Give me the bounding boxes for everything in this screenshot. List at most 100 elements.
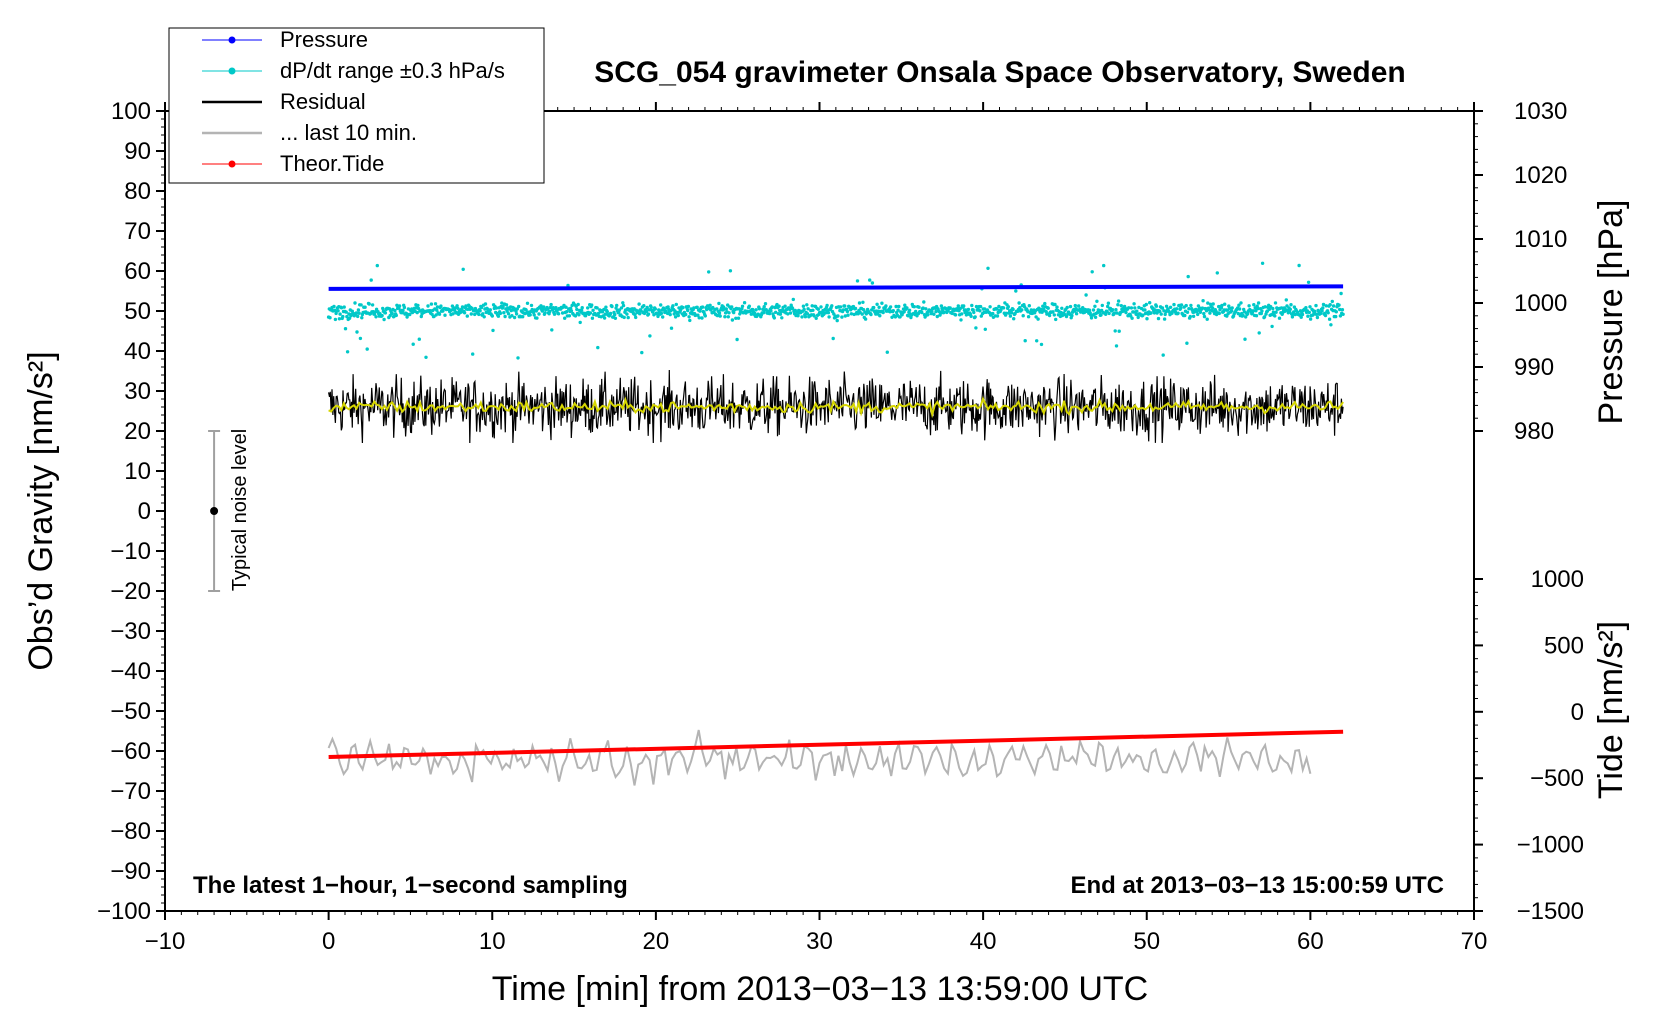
dpdt-point: [1039, 342, 1044, 347]
dpdt-point: [723, 315, 727, 319]
dpdt-point: [1252, 303, 1256, 307]
dpdt-point: [891, 309, 895, 313]
y-tick-label: 70: [124, 218, 151, 245]
dpdt-point: [1084, 293, 1088, 297]
dpdt-point: [1117, 329, 1121, 333]
dpdt-point: [843, 314, 847, 318]
dpdt-point: [464, 304, 468, 308]
dpdt-point: [1188, 314, 1193, 319]
dpdt-point: [1324, 304, 1328, 308]
dpdt-point: [1338, 314, 1343, 318]
dpdt-point: [1207, 308, 1211, 312]
dpdt-point: [556, 312, 561, 316]
dpdt-point: [1185, 341, 1189, 345]
dpdt-point: [753, 311, 757, 315]
dpdt-point: [1200, 306, 1205, 310]
dpdt-point: [772, 316, 776, 320]
dpdt-point: [1246, 311, 1250, 316]
dpdt-point: [626, 315, 630, 320]
dpdt-point: [471, 352, 475, 356]
dpdt-point: [1320, 309, 1324, 313]
y-tick-label: −20: [110, 578, 151, 605]
dpdt-point: [503, 314, 507, 319]
dpdt-point: [863, 317, 868, 321]
pressure-tick-label: 980: [1514, 418, 1554, 445]
dpdt-point: [393, 308, 397, 313]
dpdt-point: [488, 308, 492, 312]
dpdt-point: [1035, 339, 1039, 343]
dpdt-point: [1198, 310, 1203, 314]
dpdt-point: [1149, 311, 1153, 315]
dpdt-point: [1052, 313, 1057, 317]
dpdt-point: [516, 356, 520, 360]
x-tick-label: 20: [643, 928, 670, 955]
dpdt-point: [1046, 306, 1050, 310]
dpdt-point: [860, 312, 864, 316]
dpdt-point: [417, 337, 421, 341]
dpdt-point: [336, 309, 340, 313]
dpdt-point: [1334, 314, 1338, 319]
dpdt-point: [684, 312, 688, 317]
dpdt-point: [1338, 307, 1342, 312]
dpdt-point: [922, 300, 926, 304]
dpdt-point: [1273, 301, 1278, 305]
dpdt-point: [788, 311, 793, 315]
dpdt-point: [554, 306, 558, 310]
smoothed-residual-line: [328, 396, 1344, 419]
dpdt-point: [972, 310, 976, 315]
dpdt-point: [1179, 303, 1184, 307]
dpdt-point: [1237, 303, 1241, 307]
dpdt-point: [703, 314, 707, 318]
dpdt-point: [1288, 307, 1293, 311]
dpdt-point: [1006, 305, 1010, 309]
dpdt-point: [1187, 307, 1191, 311]
dpdt-point: [459, 310, 463, 314]
dpdt-point: [1156, 316, 1161, 321]
pressure-tick-label: 1030: [1514, 98, 1567, 125]
dpdt-point: [1304, 306, 1308, 310]
dpdt-point: [914, 309, 918, 314]
dpdt-point: [849, 312, 854, 316]
dpdt-point: [659, 311, 664, 316]
dpdt-point: [613, 316, 618, 320]
dpdt-point: [498, 311, 503, 316]
dpdt-point: [517, 304, 521, 309]
dpdt-point: [1070, 313, 1074, 318]
dpdt-point: [615, 303, 619, 308]
dpdt-point: [826, 311, 831, 315]
dpdt-point: [939, 304, 944, 308]
dpdt-point: [1021, 314, 1025, 318]
dpdt-point: [1112, 311, 1117, 315]
dpdt-point: [986, 266, 990, 270]
x-axis-label: Time [min] from 2013−03−13 13:59:00 UTC: [492, 970, 1148, 1008]
dpdt-point: [367, 302, 371, 306]
dpdt-point: [978, 309, 982, 313]
dpdt-point: [805, 303, 809, 307]
dpdt-point: [907, 308, 912, 312]
dpdt-point: [1091, 308, 1096, 312]
dpdt-point: [674, 302, 678, 307]
dpdt-point: [577, 313, 581, 317]
dpdt-point: [415, 310, 419, 315]
dpdt-point: [757, 307, 762, 311]
dpdt-point: [625, 312, 629, 316]
dpdt-point: [727, 311, 731, 315]
y-tick-label: −40: [110, 658, 151, 685]
dpdt-point: [1162, 317, 1167, 321]
dpdt-point: [401, 308, 405, 313]
dpdt-point: [960, 312, 964, 316]
dpdt-point: [614, 306, 618, 310]
series-layer: [326, 261, 1345, 786]
dpdt-point: [416, 303, 420, 308]
dpdt-point: [478, 309, 482, 313]
dpdt-point: [1074, 312, 1079, 316]
dpdt-point: [659, 303, 663, 307]
dpdt-point: [1004, 311, 1008, 315]
dpdt-point: [930, 309, 934, 313]
dpdt-point: [853, 306, 858, 311]
dpdt-point: [465, 314, 469, 318]
dpdt-point: [995, 314, 1000, 318]
dpdt-point: [939, 311, 943, 315]
pressure-tick-label: 1010: [1514, 226, 1567, 253]
dpdt-point: [649, 305, 653, 309]
